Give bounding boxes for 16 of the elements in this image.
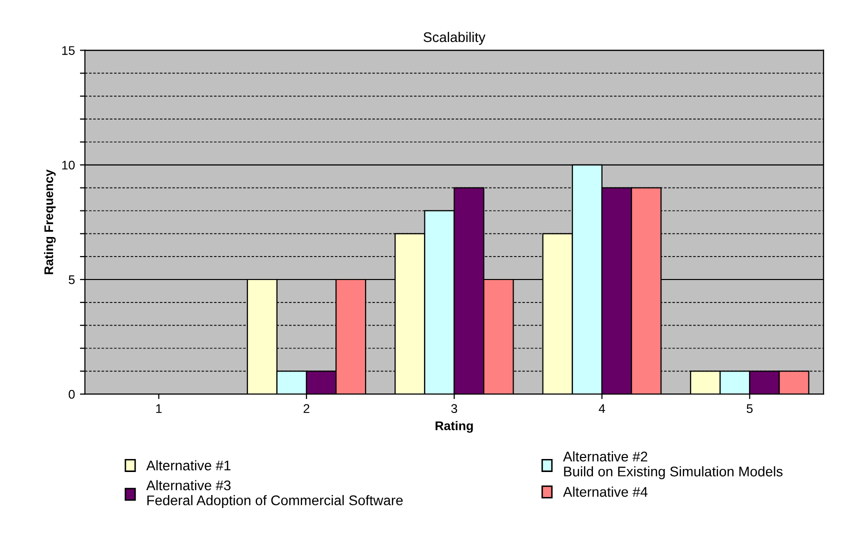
x-tick-label: 5 xyxy=(746,404,753,413)
y-axis-title: Rating Frequency xyxy=(44,169,56,274)
legend-label: Alternative #3 Federal Adoption of Commercial Software xyxy=(146,480,403,508)
legend-label: Alternative #2 Build on Existing Simulation Models xyxy=(563,451,783,480)
y-tick-label: 0 xyxy=(68,390,75,399)
x-tick-label: 1 xyxy=(156,404,162,413)
x-axis-title: Rating xyxy=(436,421,473,433)
y-tick-label: 10 xyxy=(62,160,75,170)
x-tick-label: 4 xyxy=(598,404,606,413)
legend-label: Alternative #1 xyxy=(146,460,230,470)
chart-title: Scalability xyxy=(424,32,486,45)
x-tick-label: 2 xyxy=(304,404,310,413)
legend-label: Alternative #4 xyxy=(563,486,648,497)
y-tick-label: 15 xyxy=(62,46,75,55)
x-tick-label: 3 xyxy=(451,404,458,413)
y-tick-label: 5 xyxy=(68,275,75,284)
